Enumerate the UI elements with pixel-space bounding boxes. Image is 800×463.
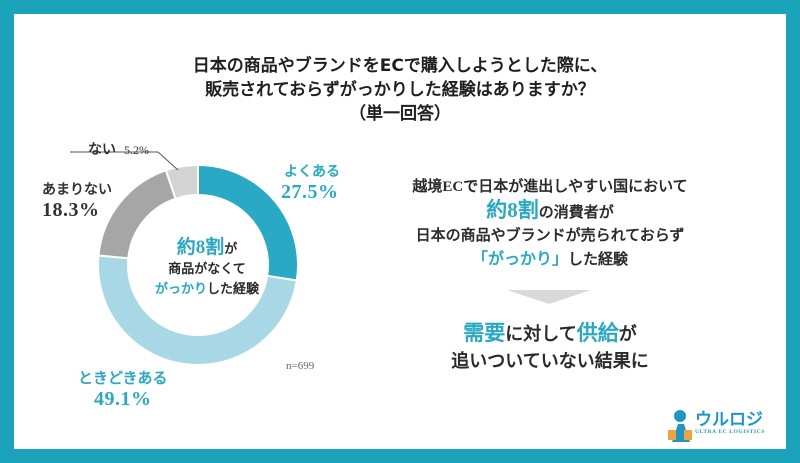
summary-big: 約8割 [486,198,539,222]
title-line-3: （単一回答） [349,104,451,124]
sample-size: n=699 [286,360,315,372]
summary-teal: 「がっかり」 [471,251,568,268]
logo-subtext: ULTRA EC LOGISTICS [695,429,765,435]
conclusion-ga: が [618,324,637,344]
label-yokuaru-name: よくある [284,165,340,180]
label-yokuaru: よくある 27.5% [281,161,340,204]
label-nai-value: 5.2% [124,143,149,157]
ulurozi-logo-icon [668,410,692,442]
summary-line-4: した経験 [568,252,629,268]
label-amarinai-name: あまりない [42,183,112,198]
center-line-2: 商品がなくて [168,261,246,276]
label-tokidoki-value: 49.1% [94,388,152,410]
donut-center-text: 約8割が 商品がなくて がっかりした経験 [132,238,282,299]
label-tokidoki-name: ときどきある [78,371,168,387]
slice-nai [164,163,199,200]
conclusion-supply: 供給 [576,321,619,345]
center-big: 約8割 [176,237,225,258]
summary-line-3: 日本の商品やブランドが売られておらず [415,228,685,244]
label-amarinai-value: 18.3% [42,199,100,221]
conclusion-demand: 需要 [463,321,506,345]
down-arrow-icon [507,290,591,304]
title-line-2: 販売されておらずがっかりした経験はありますか？ [205,80,595,100]
label-nai-name: ない [88,143,116,158]
title-line-1: 日本の商品やブランドをECで購入しようとした際に、 [192,56,608,76]
logo-text: ウルロジ [695,410,763,429]
leader-line-nai-2 [157,151,179,171]
conclusion-line-2: 追いついていない結果に [451,351,649,371]
label-amarinai: あまりない 18.3% [42,179,112,222]
summary-line-2: の消費者が [538,205,614,221]
conclusion-mid: に対して [505,324,577,344]
center-suffix: が [224,241,238,256]
summary-block: 越境ECで日本が進出しやすい国において 約8割の消費者が 日本の商品やブランドが… [400,176,700,272]
center-teal: がっかり [154,281,207,296]
conclusion-block: 需要に対して供給が 追いついていない結果に [400,320,700,375]
center-line-3: した経験 [207,281,260,296]
summary-line-1: 越境ECで日本が進出しやすい国において [412,179,688,195]
label-tokidoki: ときどきある 49.1% [78,367,168,411]
slice-tokidoki [97,254,298,367]
chart-title: 日本の商品やブランドをECで購入しようとした際に、 販売されておらずがっかりした… [14,54,786,126]
label-yokuaru-value: 27.5% [281,181,339,203]
label-nai: ない 5.2% [88,139,149,159]
